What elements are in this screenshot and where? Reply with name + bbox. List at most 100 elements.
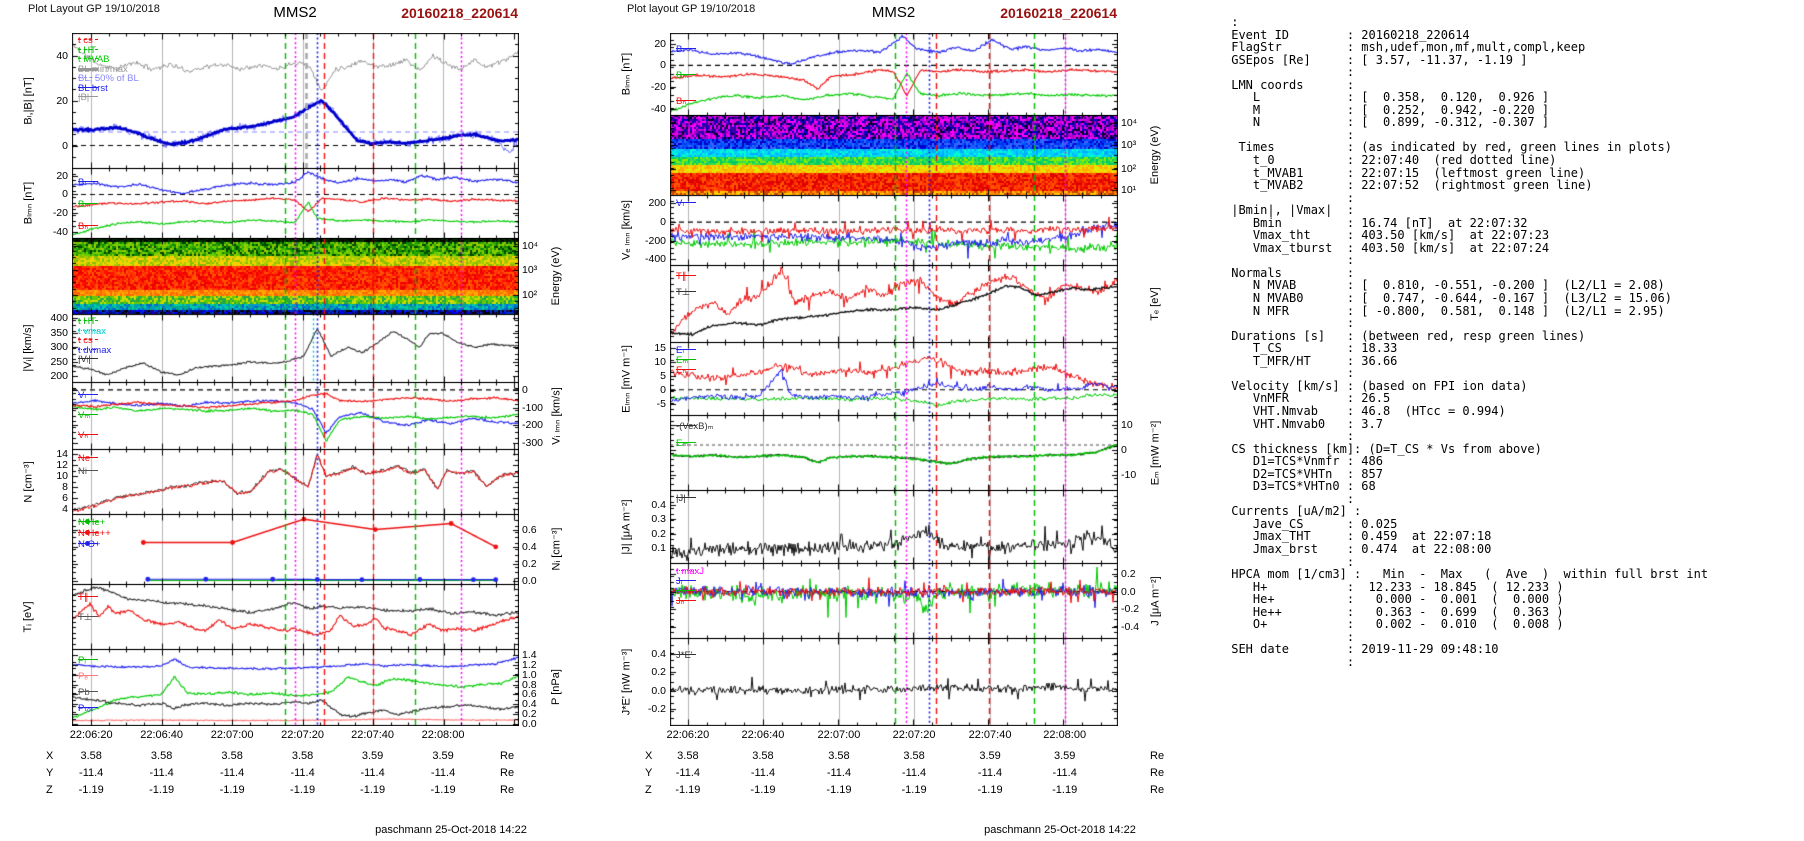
credit-label: paschmann 25-Oct-2018 14:22 — [375, 824, 527, 836]
axis-label-ve-lmn: Vₑ ₗₘₙ [km/s] — [620, 200, 633, 260]
coord-row-label: Y — [46, 767, 54, 779]
axis-label-jdote: J*E' [nW m⁻³] — [620, 648, 633, 715]
coord-value: 3.58 — [828, 750, 850, 762]
y-tick-label: -20 — [650, 80, 666, 93]
time-tick-label: 22:06:20 — [69, 729, 113, 741]
plot-blmn — [72, 168, 519, 239]
legend-line-icon — [676, 348, 696, 350]
legend-line-sample — [78, 391, 98, 400]
legend-line-sample — [78, 431, 98, 440]
coord-row-label: Z — [645, 784, 652, 796]
legend-line-sample — [78, 688, 98, 697]
y-tick-label: 8 — [62, 480, 68, 493]
axis-label-j-lmn: J [μA m⁻²] — [1149, 575, 1162, 626]
y-tick-label: -10 — [1121, 469, 1137, 481]
legend-label: Eₘ — [676, 354, 689, 366]
time-tick-label: 22:07:40 — [968, 729, 1012, 741]
legend-line-sample — [676, 272, 696, 281]
y-tick-label: 0.2 — [651, 527, 666, 540]
y-tick-label: 0.0 — [1121, 585, 1136, 598]
y-tick-label: 10 — [1121, 419, 1133, 431]
y-tick-label: 0 — [660, 216, 666, 229]
legend-line-sample — [78, 346, 98, 355]
legend-line-sample — [676, 587, 696, 596]
coord-unit: Re — [500, 784, 515, 796]
legend-label: |B| — [78, 92, 90, 104]
legend-line-icon — [78, 348, 98, 350]
coord-value: 3.58 — [80, 750, 102, 762]
coord-value: 3.58 — [677, 750, 699, 762]
y-tick-label: 250 — [50, 355, 68, 368]
coord-value: -11.4 — [219, 767, 245, 779]
legend-line-sample — [676, 366, 696, 375]
coord-value: -11.4 — [430, 767, 456, 779]
time-tick-label: 22:08:00 — [1043, 729, 1087, 741]
legend-line-sample — [78, 656, 98, 665]
coord-value: -1.19 — [219, 784, 245, 796]
y-tick-label: 4 — [62, 502, 68, 515]
legend-line-icon — [78, 413, 98, 415]
legend-label: T⊥ — [676, 286, 691, 298]
legend-line-icon — [676, 47, 696, 49]
legend-line-icon — [676, 274, 696, 276]
time-tick-label: 22:07:20 — [281, 729, 324, 741]
plot-jdote — [670, 638, 1118, 726]
y-tick-label: 10³ — [522, 263, 538, 276]
legend-label: Eₙ — [676, 364, 687, 376]
y-tick-label: 20 — [654, 37, 666, 50]
y-tick-label: -200 — [522, 419, 544, 432]
y-tick-label: 0.4 — [651, 648, 666, 661]
legend-line-icon — [78, 470, 98, 471]
coord-unit: Re — [1150, 784, 1165, 796]
legend-line-sample — [78, 540, 98, 549]
legend-line-icon — [676, 425, 696, 426]
legend-line-sample — [78, 222, 98, 231]
y-tick-label: -40 — [650, 102, 666, 115]
legend-line-sample — [676, 422, 696, 431]
legend-line-sample — [78, 529, 98, 538]
legend-line-icon — [78, 180, 98, 182]
credit-label: paschmann 25-Oct-2018 14:22 — [984, 824, 1136, 836]
y-tick-label: -0.4 — [1121, 621, 1140, 634]
legend-line-icon — [78, 706, 98, 708]
legend-line-sample — [676, 346, 696, 355]
legend-label: Vₘ — [78, 409, 91, 421]
y-tick-label: -200 — [644, 234, 666, 247]
y-tick-label: 20 — [56, 94, 68, 107]
time-tick-label: 22:06:40 — [140, 729, 184, 741]
time-tick-label: 22:08:00 — [421, 729, 465, 741]
coord-value: -1.19 — [977, 784, 1003, 796]
legend-line-icon — [78, 393, 98, 395]
y-tick-label: 15 — [654, 341, 666, 354]
legend-line-sample — [78, 327, 98, 336]
legend-line-icon — [78, 433, 98, 435]
legend-label: Jₙ — [676, 595, 685, 607]
y-tick-label: 0.2 — [651, 666, 666, 679]
legend-line-icon — [676, 569, 696, 571]
coord-value: -1.19 — [826, 784, 852, 796]
y-tick-label: 5 — [660, 369, 666, 382]
legend-label: |J| — [676, 492, 686, 504]
legend-line-sample — [78, 46, 98, 55]
axis-label-blmn-m: Bₗₘₙ [nT] — [620, 52, 633, 96]
time-tick-label: 22:06:20 — [666, 729, 710, 741]
legend-line-icon — [676, 589, 696, 591]
y-tick-label: 1.0 — [522, 668, 537, 681]
coord-row-label: Y — [645, 767, 653, 779]
y-tick-label: 10¹ — [1121, 184, 1137, 197]
y-tick-label: 10² — [1121, 163, 1137, 176]
legend-label: Pᵢ — [78, 654, 86, 666]
event-id-label: 20160218_220614 — [1000, 5, 1117, 21]
coord-value: -1.19 — [78, 784, 104, 796]
legend-line-icon — [78, 202, 98, 204]
plot-electron-spectrogram — [670, 115, 1118, 196]
legend-dot-icon — [85, 530, 90, 535]
y-tick-label: 0.6 — [522, 688, 537, 701]
legend-line-icon — [78, 339, 98, 341]
axis-label-bl-b: Bₗ,|B| [nT] — [22, 76, 35, 125]
y-tick-label: 0.4 — [651, 498, 666, 511]
legend-line-sample — [78, 454, 98, 463]
legend-line-sample — [676, 494, 696, 503]
axis-label-ion-spectrogram: Energy (eV) — [550, 246, 562, 306]
axis-label-blmn: Bₗₘₙ [nT] — [22, 181, 35, 225]
